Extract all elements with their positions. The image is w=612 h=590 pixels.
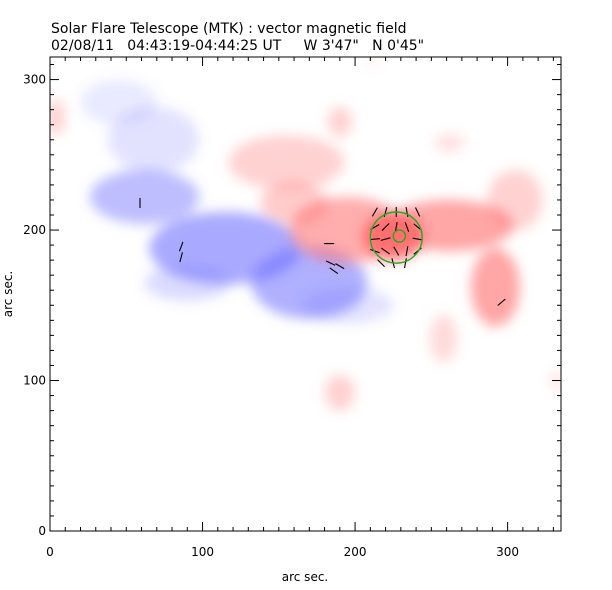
y-axis-ticks: 0 100 200 300 <box>23 64 561 538</box>
y-axis-label: arc sec. <box>1 271 15 317</box>
field-vector-18 <box>377 259 385 268</box>
field-vector-4 <box>415 207 421 217</box>
positive-polarity-region-8 <box>434 133 465 152</box>
positive-polarity-region-7 <box>487 169 543 231</box>
positive-polarity-region-4 <box>228 135 345 190</box>
field-vector-8 <box>404 222 410 232</box>
negative-polarity-region-4 <box>144 264 230 301</box>
positive-polarity-region-9 <box>429 314 458 363</box>
field-vector-28 <box>497 298 506 306</box>
field-vector-15 <box>393 246 400 256</box>
negative-polarity-region-0 <box>89 169 200 225</box>
field-vector-14 <box>381 247 390 255</box>
field-vector-0 <box>371 207 378 217</box>
positive-polarity-region-6 <box>327 106 353 137</box>
field-vector-11 <box>380 237 391 241</box>
plot-area <box>50 57 561 411</box>
chart-subtitle: 02/08/11 04:43:19-04:44:25 UT W 3'47" N … <box>51 38 424 54</box>
vector-field-layer <box>139 197 506 306</box>
field-vector-20 <box>404 258 407 269</box>
positive-polarity-region-5 <box>260 181 328 225</box>
field-vector-12 <box>412 237 423 241</box>
field-vector-6 <box>381 223 390 231</box>
contour-layer <box>369 211 423 264</box>
plot-frame <box>49 56 562 532</box>
negative-polarity-layer <box>80 79 394 324</box>
field-vector-23 <box>179 252 184 263</box>
y-tick-label-0: 0 <box>38 524 46 538</box>
field-vector-16 <box>405 246 409 257</box>
x-tick-label-0: 0 <box>46 545 54 559</box>
x-tick-label-200: 200 <box>344 545 367 559</box>
field-vector-10 <box>369 238 380 241</box>
field-contour-1 <box>392 229 407 243</box>
field-vector-22 <box>178 241 184 252</box>
field-vector-25 <box>325 260 336 266</box>
y-tick-label-100: 100 <box>23 374 46 388</box>
field-vector-26 <box>329 267 339 274</box>
positive-polarity-region-10 <box>324 374 356 411</box>
x-tick-label-300: 300 <box>496 545 519 559</box>
chart-title: Solar Flare Telescope (MTK) : vector mag… <box>51 21 407 37</box>
x-axis-ticks: 0 100 200 300 <box>46 57 554 559</box>
field-vector-3 <box>405 206 409 218</box>
field-contour-0 <box>369 211 423 264</box>
positive-polarity-region-11 <box>50 99 66 136</box>
x-tick-label-100: 100 <box>191 545 214 559</box>
field-vector-27 <box>335 263 345 270</box>
positive-polarity-region-3 <box>471 248 520 327</box>
negative-polarity-region-5 <box>301 287 394 324</box>
negative-polarity-region-6 <box>80 79 157 125</box>
field-vector-7 <box>394 222 398 233</box>
positive-polarity-region-13 <box>367 57 380 67</box>
y-tick-label-300: 300 <box>23 73 46 87</box>
y-tick-label-200: 200 <box>23 223 46 237</box>
x-axis-label: arc sec. <box>282 570 328 584</box>
